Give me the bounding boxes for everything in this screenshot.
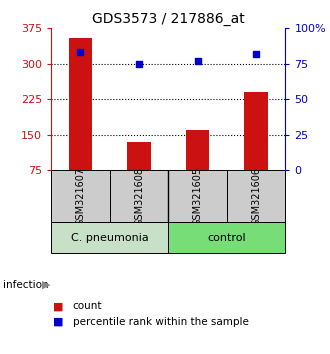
Text: count: count — [73, 301, 102, 311]
Bar — [69, 38, 92, 170]
Text: control: control — [208, 233, 246, 242]
Text: percentile rank within the sample: percentile rank within the sample — [73, 317, 248, 327]
Point — [195, 58, 200, 64]
Bar — [168, 222, 285, 253]
Point — [136, 61, 142, 67]
Bar — [51, 222, 168, 253]
Title: GDS3573 / 217886_at: GDS3573 / 217886_at — [92, 12, 245, 26]
Point — [253, 51, 259, 57]
Bar — [51, 170, 110, 222]
Text: GSM321608: GSM321608 — [134, 167, 144, 226]
Text: GSM321606: GSM321606 — [251, 167, 261, 226]
Text: ■: ■ — [53, 301, 63, 311]
Text: GSM321607: GSM321607 — [76, 167, 85, 226]
Bar — [186, 130, 209, 170]
Text: C. pneumonia: C. pneumonia — [71, 233, 148, 242]
Text: ▶: ▶ — [42, 280, 51, 290]
Bar — [168, 170, 227, 222]
Text: ■: ■ — [53, 317, 63, 327]
Bar — [227, 170, 285, 222]
Point — [78, 50, 83, 55]
Bar — [245, 92, 268, 170]
Text: GSM321605: GSM321605 — [193, 167, 203, 226]
Bar — [110, 170, 168, 222]
Bar — [127, 142, 151, 170]
Text: infection: infection — [3, 280, 49, 290]
